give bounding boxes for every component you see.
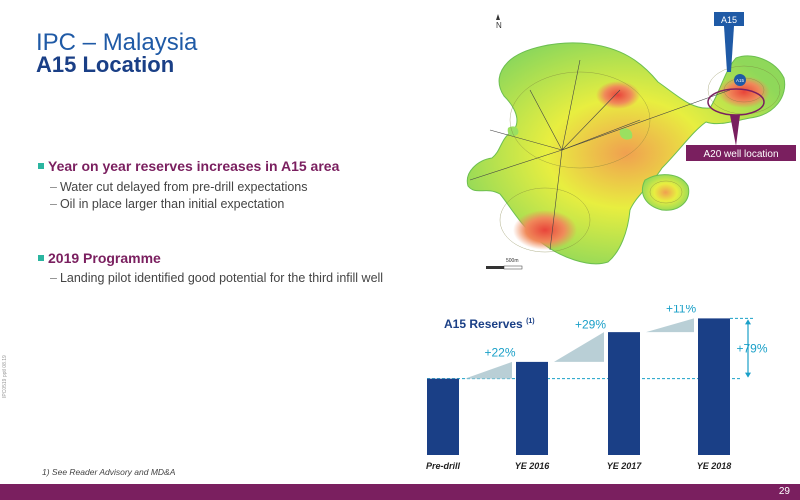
step-label: +22% <box>485 345 516 359</box>
sub-bullet: – Landing pilot identified good potential… <box>50 271 384 285</box>
hotspot-south <box>513 210 577 250</box>
reserves-bar-chart: Pre-drill YE 2016 YE 2017 YE 2018 +22% +29% +1… <box>426 305 768 471</box>
north-label: N <box>496 21 502 30</box>
sub-bullet: – Oil in place larger than initial expect… <box>50 197 285 211</box>
bar-pre-drill <box>427 378 459 455</box>
title-country: IPC – Malaysia <box>36 29 198 56</box>
a20-callout-label: A20 well location <box>703 149 778 160</box>
side-code: IPC0519 pptl 08.19 <box>2 355 8 398</box>
sub-bullet-text: Oil in place larger than initial expecta… <box>59 197 285 211</box>
increase-wedge <box>465 361 512 379</box>
x-tick-label: Pre-drill <box>426 461 461 471</box>
bullet-reserves: Year on year reserves increases in A15 a… <box>38 158 339 174</box>
x-tick-label: YE 2017 <box>607 461 643 471</box>
bullet-heading: 2019 Programme <box>48 250 161 266</box>
scale-label: 500m <box>506 258 519 264</box>
reservoir-contour-map: N 500m A15 A15 A20 well location <box>466 12 796 270</box>
bracket-arrow-up-icon <box>745 319 751 325</box>
a15-well-marker <box>734 74 746 86</box>
sub-bullet-text: Landing pilot identified good potential … <box>59 271 384 285</box>
page-number: 29 <box>778 486 790 497</box>
hotspot-a15 <box>718 76 770 108</box>
a20-callout <box>686 145 796 161</box>
x-tick-label: YE 2016 <box>515 461 551 471</box>
hotspot-central <box>596 81 640 109</box>
a15-well-marker-label: A15 <box>736 78 745 83</box>
a15-callout-label: A15 <box>721 15 737 25</box>
increase-wedge <box>554 332 604 362</box>
title-location: A15 Location <box>36 52 175 77</box>
bar-ye-2016 <box>516 361 548 455</box>
increase-wedge <box>646 318 694 333</box>
step-label: +11% <box>666 305 696 315</box>
a15-callout <box>714 12 744 26</box>
x-tick-label: YE 2018 <box>697 461 732 471</box>
north-arrow-icon <box>496 14 500 20</box>
bullet-programme: 2019 Programme <box>38 250 161 266</box>
bracket-arrow-down-icon <box>745 372 751 378</box>
footnote: 1) See Reader Advisory and MD&A <box>42 467 176 477</box>
bar-ye-2017 <box>608 332 640 455</box>
footer-bar <box>0 484 800 500</box>
bullet-square-icon <box>38 163 44 169</box>
bullet-square-icon <box>38 255 44 261</box>
total-increase-label: +79% <box>736 342 767 356</box>
sub-bullet: – Water cut delayed from pre-drill expect… <box>50 180 308 194</box>
sub-bullet-text: Water cut delayed from pre-drill expecta… <box>59 180 308 194</box>
bullet-heading: Year on year reserves increases in A15 a… <box>48 158 340 174</box>
bar-ye-2018 <box>698 318 730 455</box>
chart-title: A15 Reserves (1) <box>444 317 535 331</box>
step-label: +29% <box>575 318 606 332</box>
